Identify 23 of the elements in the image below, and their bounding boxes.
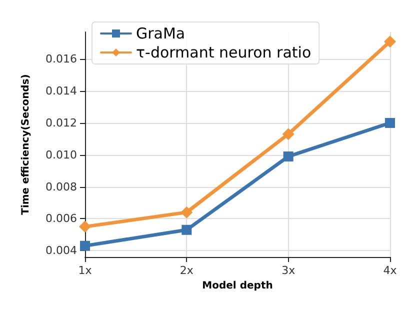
y-tick-label: 0.014 — [46, 84, 77, 98]
point — [182, 224, 192, 235]
point — [80, 240, 90, 251]
point — [79, 220, 91, 233]
x-tick-label: 3x — [282, 264, 296, 277]
y-tick-label: 0.012 — [46, 116, 77, 130]
y-tick-label: 0.010 — [46, 148, 77, 162]
x-tick-label: 2x — [180, 264, 194, 277]
y-tick-label: 0.004 — [46, 244, 77, 258]
legend-label: τ-dormant neuron ratio — [136, 44, 312, 62]
x-axis-title: Model depth — [202, 280, 273, 292]
point — [180, 206, 193, 218]
x-tick-label: 1x — [78, 264, 92, 277]
point — [385, 118, 395, 128]
y-axis-title: Time efficiency(Seconds) — [20, 74, 32, 215]
y-tick-label: 0.006 — [46, 212, 77, 226]
point — [283, 151, 294, 162]
x-tick-label: 4x — [383, 264, 398, 277]
y-tick-label: 0.008 — [46, 180, 77, 194]
legend-label: GraMa — [136, 24, 186, 42]
point — [282, 128, 294, 140]
y-tick-label: 0.016 — [46, 52, 77, 66]
point — [384, 36, 396, 48]
